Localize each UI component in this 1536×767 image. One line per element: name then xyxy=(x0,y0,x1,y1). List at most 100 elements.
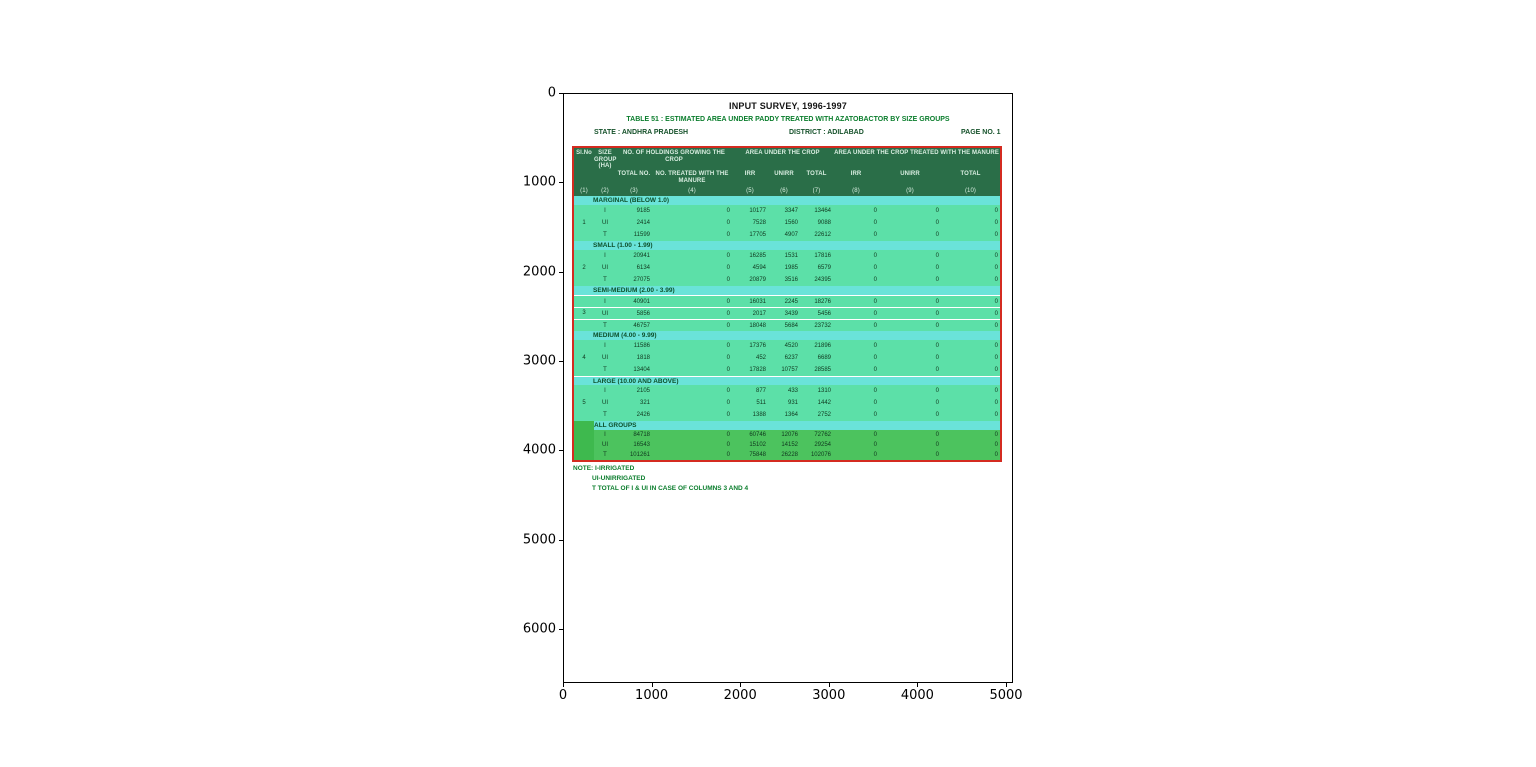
table-cell: 17828 xyxy=(749,367,766,373)
irrigation-tag: T xyxy=(603,277,607,283)
table-cell: 0 xyxy=(994,400,998,406)
table-cell: 0 xyxy=(873,298,877,305)
table-cell: 16543 xyxy=(633,442,650,448)
irrigation-tag: T xyxy=(603,367,607,373)
header-col-number: (2) xyxy=(601,187,609,194)
table-cell: 0 xyxy=(994,367,998,373)
size-group-section: MEDIUM (4.00 - 9.99) I 11586 0 17376 4520 2189… xyxy=(574,331,1000,376)
x-axis-tickmark xyxy=(1006,683,1007,687)
x-axis-tick-label: 0 xyxy=(558,688,568,703)
table-row: I 20941 0 16285 1531 17816 0 0 0 xyxy=(574,250,1000,262)
table-cell: 46757 xyxy=(633,322,650,329)
district-label: DISTRICT : ADILABAD xyxy=(789,129,864,136)
table-cell: 0 xyxy=(726,208,730,214)
table-row: UI 16543 0 15102 14152 29254 0 0 0 xyxy=(574,440,1000,450)
table-cell: 24395 xyxy=(814,277,831,283)
header-sub-9: UNIRR xyxy=(900,171,920,177)
header-sub-7: TOTAL xyxy=(806,171,827,177)
table-cell: 0 xyxy=(935,322,939,329)
section-number: 3 xyxy=(582,310,586,316)
y-axis-tickmark xyxy=(559,629,563,630)
table-cell: 321 xyxy=(639,400,650,406)
table-row: UI 5856 0 2017 3439 5456 0 0 0 xyxy=(574,307,1000,319)
table-cell: 4594 xyxy=(752,265,766,271)
table-row: I 11586 0 17376 4520 21896 0 0 0 xyxy=(574,340,1000,352)
section-band-label: SEMI-MEDIUM (2.00 - 3.99) xyxy=(574,286,1000,295)
x-axis-tick-label: 1000 xyxy=(635,688,669,703)
scan-title: INPUT SURVEY, 1996-1997 xyxy=(729,101,847,111)
irrigation-tag: T xyxy=(603,412,607,418)
table-cell: 0 xyxy=(994,452,998,458)
table-cell: 26228 xyxy=(781,452,798,458)
table-cell: 0 xyxy=(873,343,877,349)
header-col-number: (3) xyxy=(630,187,638,194)
x-axis-tickmark xyxy=(917,683,919,687)
table-cell: 931 xyxy=(787,400,798,406)
table-cell: 0 xyxy=(935,265,939,271)
table-cell: 18276 xyxy=(814,298,831,305)
table-cell: 3516 xyxy=(784,277,798,283)
table-cell: 14152 xyxy=(781,442,798,448)
table-cell: 5684 xyxy=(784,322,798,329)
section-rows: I 40901 0 16031 2245 18276 0 0 0 UI 5856 0 2017 3439 5… xyxy=(574,295,1000,331)
irrigation-tag: I xyxy=(604,253,606,259)
irrigation-tag: UI xyxy=(602,220,608,226)
table-cell: 3439 xyxy=(784,310,798,317)
table-cell: 0 xyxy=(994,322,998,329)
table-cell: 0 xyxy=(873,277,877,283)
header-col-number: (9) xyxy=(906,187,914,194)
header-sub-6: UNIRR xyxy=(774,171,794,177)
table-cell: 877 xyxy=(755,388,766,394)
table-cell: 0 xyxy=(726,253,730,259)
table-cell: 0 xyxy=(935,277,939,283)
size-group-section: MARGINAL (BELOW 1.0) I 9185 0 10177 3347 13464… xyxy=(574,196,1000,241)
table-cell: 0 xyxy=(935,298,939,305)
irrigation-tag: UI xyxy=(602,400,608,406)
table-cell: 0 xyxy=(726,452,730,458)
irrigation-tag: UI xyxy=(602,355,608,361)
table-row: T 13404 0 17828 10757 28585 0 0 0 xyxy=(574,364,1000,376)
table-cell: 2752 xyxy=(817,412,831,418)
table-cell: 0 xyxy=(873,442,877,448)
x-axis-tick-label: 2000 xyxy=(723,688,757,703)
table-cell: 0 xyxy=(726,442,730,448)
x-axis-tickmark xyxy=(651,683,653,687)
table-cell: 18048 xyxy=(749,322,766,329)
table-cell: 60746 xyxy=(749,432,766,438)
table-cell: 0 xyxy=(994,277,998,283)
table-cell: 0 xyxy=(726,412,730,418)
table-cell: 0 xyxy=(726,388,730,394)
table-cell: 0 xyxy=(994,208,998,214)
table-cell: 0 xyxy=(726,355,730,361)
page-number: PAGE NO. 1 xyxy=(961,129,1001,136)
data-table: Sl.No SIZE GROUP (HA) NO. OF HOLDINGS GR… xyxy=(572,146,1002,462)
table-cell: 0 xyxy=(726,400,730,406)
table-cell: 452 xyxy=(755,355,766,361)
section-number: 5 xyxy=(582,400,586,406)
table-cell: 0 xyxy=(873,355,877,361)
table-cell: 3347 xyxy=(784,208,798,214)
table-row: T 27075 0 20879 3516 24395 0 0 0 xyxy=(574,274,1000,286)
table-cell: 0 xyxy=(873,232,877,238)
section-band-label: ALL GROUPS xyxy=(594,421,1000,430)
section-band-label: SMALL (1.00 - 1.99) xyxy=(574,241,1000,250)
section-number: 1 xyxy=(582,220,586,226)
section-band-label: LARGE (10.00 AND ABOVE) xyxy=(574,376,1000,385)
table-cell: 1442 xyxy=(817,400,831,406)
header-size-group: SIZE GROUP (HA) xyxy=(594,150,617,170)
table-cell: 0 xyxy=(726,367,730,373)
table-cell: 0 xyxy=(935,253,939,259)
y-axis-tick-label: 4000 xyxy=(522,442,556,458)
table-cell: 0 xyxy=(935,208,939,214)
y-axis-tickmark xyxy=(559,361,563,362)
y-axis-tickmark xyxy=(559,182,563,184)
table-cell: 101261 xyxy=(629,452,650,458)
table-row: UI 1818 0 452 6237 6689 0 0 0 xyxy=(574,352,1000,364)
y-axis-tick-label: 5000 xyxy=(522,532,556,548)
table-cell: 0 xyxy=(994,253,998,259)
table-cell: 84718 xyxy=(633,432,650,438)
irrigation-tag: UI xyxy=(602,310,608,317)
irrigation-tag: I xyxy=(604,432,606,438)
table-cell: 16285 xyxy=(749,253,766,259)
table-cell: 9185 xyxy=(636,208,650,214)
